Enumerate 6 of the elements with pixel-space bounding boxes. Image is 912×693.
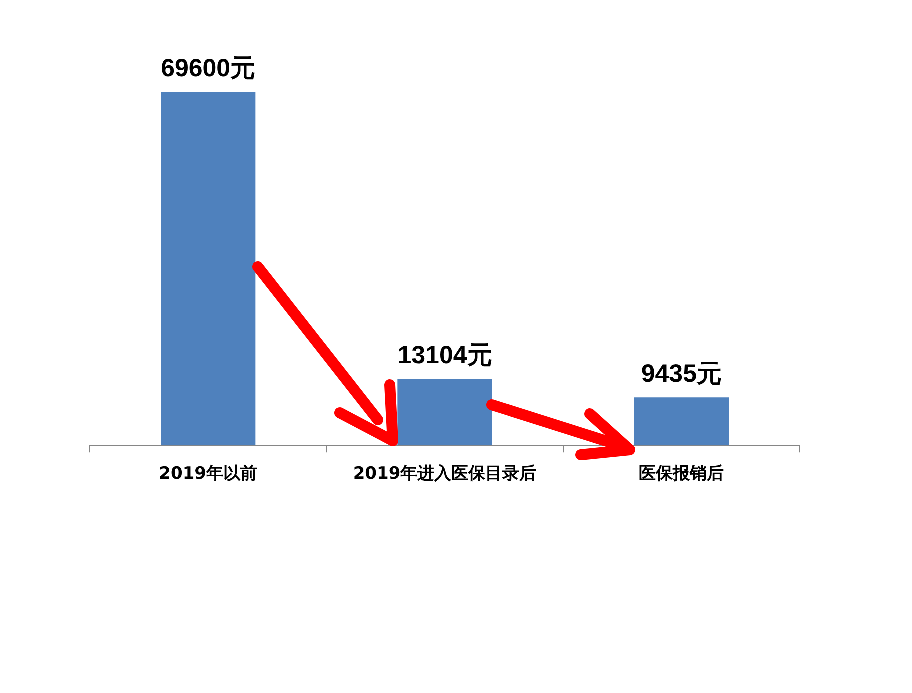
data-label: 13104元 [398,341,492,370]
data-label: 69600元 [161,54,256,82]
x-tick-label: 医保报销后 [639,464,724,484]
data-label: 9435元 [641,360,722,388]
x-tick-label: 2019年以前 [159,464,258,484]
x-tick-label: 2019年进入医保目录后 [353,464,537,484]
